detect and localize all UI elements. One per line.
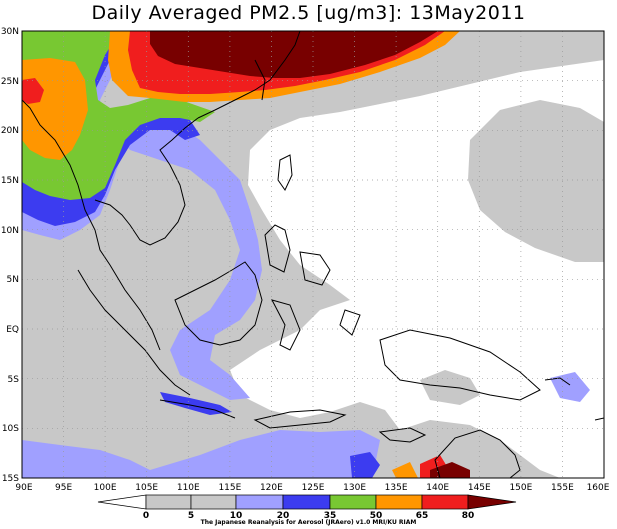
lat-label: 30N [1, 27, 19, 37]
lat-label: 5N [7, 275, 19, 285]
lon-label: 120E [260, 483, 283, 493]
lat-label: 10N [1, 226, 19, 236]
map-title: Daily Averaged PM2.5 [ug/m3]: 13May2011 [91, 2, 526, 24]
lon-label: 140E [426, 483, 449, 493]
field-gray-pacific [468, 100, 604, 262]
colorbar-swatch [235, 494, 284, 510]
colorbar-swatch [329, 494, 377, 510]
lat-label: 20N [1, 126, 19, 136]
colorbar-swatch [375, 494, 423, 510]
colorbar-tick: 0 [143, 511, 149, 521]
lon-label: 115E [218, 483, 241, 493]
lat-label: 25N [1, 77, 19, 87]
lat-label: 15N [1, 176, 19, 186]
colorbar [97, 494, 517, 510]
lon-label: 125E [302, 483, 325, 493]
lon-label: 110E [177, 483, 200, 493]
field-darkred [150, 31, 438, 78]
lon-label: 130E [343, 483, 366, 493]
colorbar-swatch [145, 494, 192, 510]
colorbar-left-arrow [97, 494, 147, 510]
lat-label: 10S [2, 424, 19, 434]
colorbar-tick: 65 [416, 511, 429, 521]
field-blue-timor [350, 452, 380, 478]
field-lightblue-east [550, 372, 590, 402]
lon-label: 95E [55, 483, 72, 493]
lon-label: 155E [551, 483, 574, 493]
lon-label: 160E [587, 483, 610, 493]
field-orange-south [392, 462, 418, 478]
lon-label: 135E [385, 483, 408, 493]
colorbar-tick: 80 [462, 511, 475, 521]
lat-label: EQ [6, 325, 19, 335]
lon-label: 105E [135, 483, 158, 493]
colorbar-tick: 10 [230, 511, 243, 521]
colorbar-swatch [190, 494, 237, 510]
field-lightblue-south [22, 430, 380, 478]
lon-label: 145E [468, 483, 491, 493]
plot-frame [21, 30, 605, 479]
lon-label: 100E [94, 483, 117, 493]
field-red-west [22, 78, 44, 104]
lon-label: 150E [509, 483, 532, 493]
grid [22, 31, 604, 478]
colorbar-tick: 35 [324, 511, 337, 521]
colorbar-swatch [421, 494, 469, 510]
field-darkred-south [430, 462, 470, 478]
coastlines [22, 31, 604, 478]
lat-label: 5S [8, 375, 20, 385]
field-blue-java [160, 392, 232, 415]
colorbar-tick: 20 [277, 511, 290, 521]
lon-label: 90E [15, 483, 32, 493]
colorbar-tick: 50 [370, 511, 383, 521]
colorbar-right-arrow [467, 494, 517, 510]
lat-label: 15S [2, 474, 19, 484]
colorbar-tick: 5 [188, 511, 194, 521]
colorbar-swatch [282, 494, 331, 510]
credit-line: The Japanese Reanalysis for Aerosol (JRA… [200, 519, 417, 526]
